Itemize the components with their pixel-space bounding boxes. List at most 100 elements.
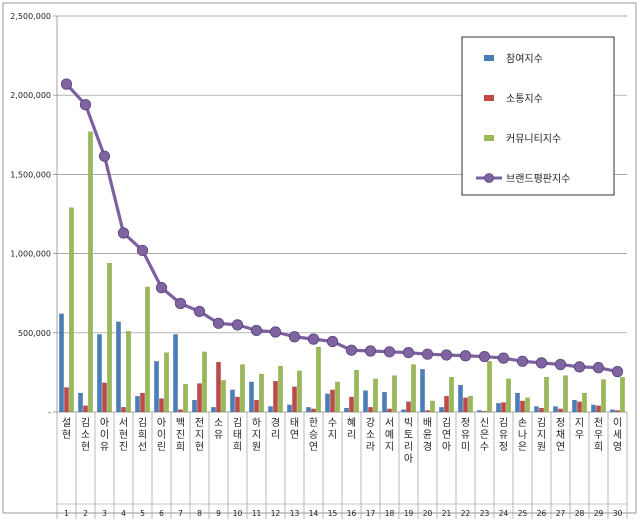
line-point xyxy=(573,361,586,373)
x-rank-label: 14 xyxy=(309,509,319,518)
bar xyxy=(145,286,150,413)
legend-label: 소통지수 xyxy=(506,93,543,105)
x-rank-label: 4 xyxy=(121,509,126,518)
bar xyxy=(520,400,525,413)
bar xyxy=(439,407,444,413)
bar xyxy=(411,364,416,413)
bar xyxy=(449,377,454,413)
bar xyxy=(620,377,625,413)
bar xyxy=(259,373,264,413)
gridlines xyxy=(57,15,627,334)
line-point xyxy=(516,355,529,367)
bar xyxy=(368,407,373,413)
bar xyxy=(444,396,449,413)
x-rank-label: 25 xyxy=(518,509,528,518)
bar xyxy=(387,408,392,413)
line-point xyxy=(231,319,244,331)
bar xyxy=(558,408,563,413)
x-rank-label: 27 xyxy=(556,509,566,518)
x-rank-label: 16 xyxy=(347,509,357,518)
line-point xyxy=(440,349,453,361)
bar xyxy=(178,409,183,413)
bar xyxy=(501,402,506,413)
line-point xyxy=(288,331,301,343)
line-point xyxy=(535,357,548,369)
bar xyxy=(159,398,164,413)
bar xyxy=(221,380,226,413)
bar xyxy=(164,352,169,413)
bar xyxy=(121,407,126,413)
x-rank-label: 8 xyxy=(197,509,202,518)
bar xyxy=(316,346,321,413)
bar xyxy=(525,397,530,413)
bar xyxy=(278,365,283,413)
line-point xyxy=(250,324,263,337)
bar xyxy=(406,401,411,413)
bar xyxy=(468,396,473,413)
line-point xyxy=(497,352,510,364)
bar xyxy=(487,361,492,413)
x-rank-label: 7 xyxy=(178,509,183,518)
bar xyxy=(544,377,549,413)
x-rank-label: 1 xyxy=(64,509,69,518)
y-tick-label: 500,000 xyxy=(18,329,51,338)
x-rank-label: 2 xyxy=(83,509,88,518)
x-rank-label: 28 xyxy=(575,509,585,518)
bar xyxy=(116,321,121,413)
bar xyxy=(596,405,601,413)
bar xyxy=(292,386,297,413)
bar xyxy=(430,400,435,413)
line-point xyxy=(212,317,225,329)
bar xyxy=(154,361,159,413)
bar xyxy=(192,399,197,413)
bar xyxy=(240,364,245,413)
line-point xyxy=(345,344,358,356)
bar xyxy=(463,397,468,413)
x-rank-label: 24 xyxy=(499,509,509,518)
x-rank-label: 20 xyxy=(423,509,433,518)
x-rank-label: 3 xyxy=(102,509,107,518)
line-point xyxy=(554,358,567,371)
legend-swatch xyxy=(484,55,494,61)
bar xyxy=(273,380,278,413)
line-point xyxy=(60,78,73,90)
line-point xyxy=(269,326,282,338)
bar xyxy=(140,392,145,413)
line-point xyxy=(402,346,415,359)
bar xyxy=(97,334,102,413)
line-series xyxy=(60,78,624,378)
bar xyxy=(83,405,88,413)
bar xyxy=(582,392,587,413)
bar xyxy=(216,361,221,413)
x-rank-label: 9 xyxy=(216,509,221,518)
bar xyxy=(458,384,463,413)
x-rank-label: 17 xyxy=(366,509,376,518)
x-rank-label: 21 xyxy=(442,509,452,518)
bar xyxy=(126,331,131,413)
bar xyxy=(363,390,368,413)
bar xyxy=(577,401,582,413)
bar xyxy=(202,351,207,413)
legend-swatch xyxy=(484,95,494,101)
line-point xyxy=(193,305,206,318)
bar xyxy=(420,369,425,413)
bar xyxy=(506,378,511,413)
x-rank-label: 15 xyxy=(328,509,338,518)
bar xyxy=(230,389,235,413)
line-point xyxy=(459,350,472,362)
